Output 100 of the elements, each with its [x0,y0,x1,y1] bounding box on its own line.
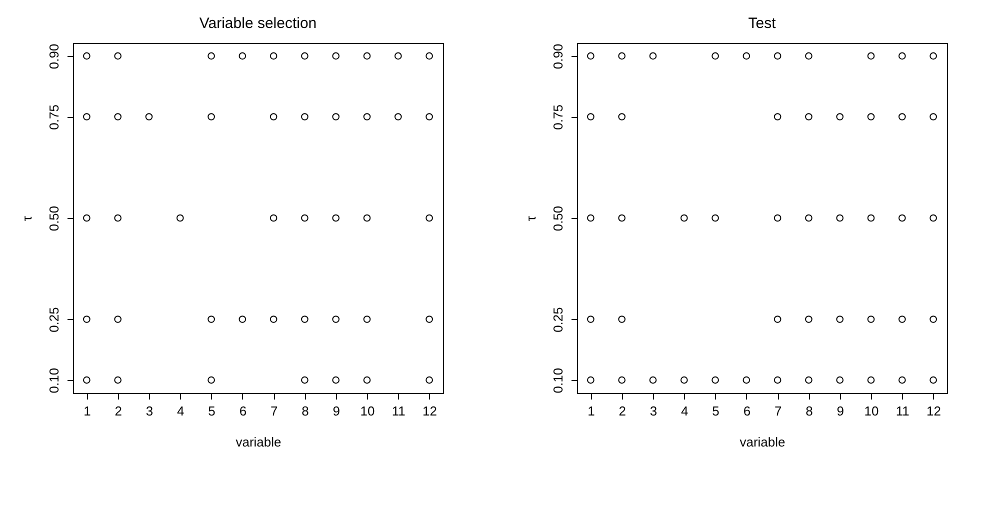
point [805,52,812,60]
point [836,376,844,384]
point [649,52,657,60]
x-tick-label: 12 [422,404,438,418]
point [867,113,875,120]
point [712,52,719,60]
point [238,316,246,323]
point [394,113,402,120]
point [83,52,90,60]
point [114,113,122,120]
point [712,214,719,222]
point [208,113,215,120]
point [83,214,90,222]
point [867,52,875,60]
point [836,316,844,323]
y-tick-label: 0.25 [46,307,62,332]
x-tick-label: 2 [618,404,626,418]
point [270,113,278,120]
y-axis-title: τ [20,215,34,222]
point [363,214,371,222]
x-tick-label: 4 [177,404,184,418]
point [301,316,308,323]
point [426,113,433,120]
point [83,376,90,384]
point [898,113,906,120]
x-tick-label: 10 [360,404,375,418]
point [238,52,246,60]
point [805,113,812,120]
chart-title: Variable selection [199,15,317,32]
x-tick-label: 3 [146,404,154,418]
x-tick-label: 8 [806,404,813,418]
point [898,316,906,323]
point [587,214,594,222]
point [363,316,371,323]
point [426,214,433,222]
point [774,52,782,60]
point [742,52,750,60]
x-tick-label: 5 [712,404,720,418]
y-tick-label: 0.50 [46,206,62,232]
point [805,214,812,222]
point [712,376,719,384]
point [301,113,308,120]
point [680,214,688,222]
point [332,376,340,384]
x-tick-label: 7 [270,404,278,418]
point [930,214,937,222]
point [742,376,750,384]
point [426,52,433,60]
point [930,316,937,323]
point [618,316,626,323]
x-tick-label: 2 [114,404,122,418]
point [930,52,937,60]
point [332,214,340,222]
point [426,376,433,384]
x-tick-label: 9 [836,404,844,418]
point [805,376,812,384]
x-tick-label: 1 [84,404,91,418]
point [363,52,371,60]
point [867,316,875,323]
point [270,214,278,222]
point [114,52,122,60]
point [774,316,782,323]
point [145,113,153,120]
point [587,316,594,323]
x-tick-label: 12 [926,404,942,418]
x-tick-label: 1 [588,404,595,418]
point [867,376,875,384]
point [114,214,122,222]
point [208,316,215,323]
point [930,376,937,384]
point [270,52,278,60]
point [836,113,844,120]
y-tick-label: 0.10 [550,368,566,394]
y-tick-label: 0.90 [550,44,566,70]
x-tick-label: 3 [650,404,658,418]
point [836,214,844,222]
point [301,376,308,384]
point [114,376,122,384]
y-axis-title: τ [524,215,538,222]
y-tick-label: 0.25 [550,307,566,332]
point [774,376,782,384]
point [618,113,626,120]
x-tick-label: 9 [332,404,340,418]
point [680,376,688,384]
point [363,113,371,120]
point [332,316,340,323]
point [930,113,937,120]
point [587,113,594,120]
x-tick-label: 4 [681,404,688,418]
x-tick-label: 11 [392,404,406,418]
y-tick-label: 0.50 [550,206,566,232]
x-tick-label: 10 [864,404,879,418]
point [618,214,626,222]
point [208,52,215,60]
point [332,52,340,60]
point [394,52,402,60]
point [208,376,215,384]
point [83,316,90,323]
y-tick-label: 0.90 [46,44,62,70]
point [774,113,782,120]
